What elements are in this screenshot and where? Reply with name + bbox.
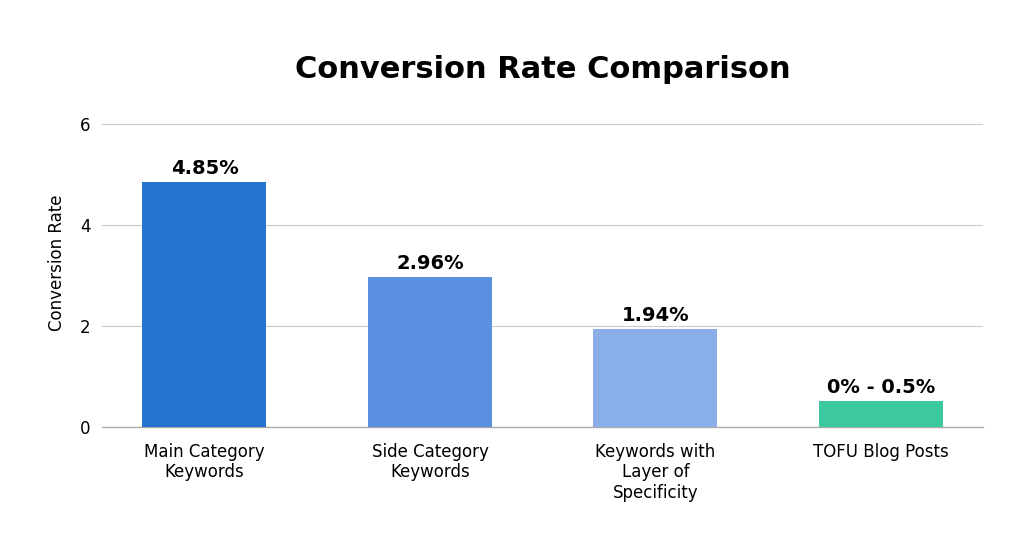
Bar	[594, 329, 718, 427]
Title: Conversion Rate Comparison: Conversion Rate Comparison	[295, 55, 791, 84]
Bar	[142, 182, 266, 427]
Y-axis label: Conversion Rate: Conversion Rate	[48, 194, 67, 331]
Text: 1.94%: 1.94%	[622, 306, 689, 325]
Text: 2.96%: 2.96%	[396, 254, 464, 273]
Bar	[368, 277, 492, 427]
Text: 0% - 0.5%: 0% - 0.5%	[826, 379, 935, 397]
Text: 4.85%: 4.85%	[171, 159, 239, 178]
Bar	[819, 401, 943, 427]
